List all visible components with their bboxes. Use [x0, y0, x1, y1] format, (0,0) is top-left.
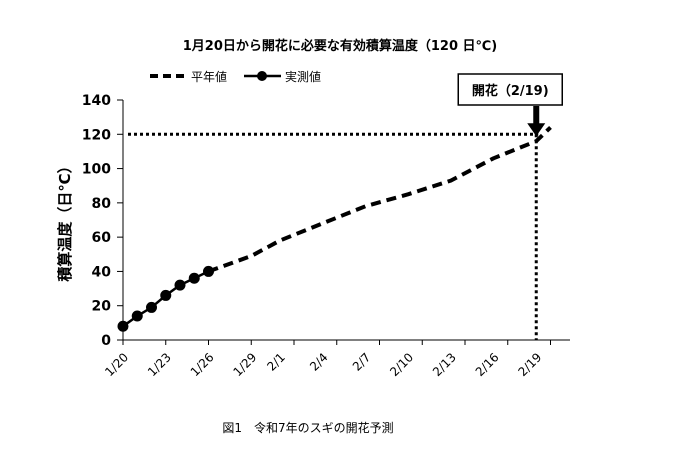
figure-caption: 図1 令和7年のスギの開花予測 — [222, 420, 393, 435]
x-tick-label: 2/13 — [430, 350, 459, 379]
series-point-observed — [146, 301, 157, 313]
x-tick-label: 1/20 — [102, 350, 131, 379]
series-line-normal — [207, 125, 552, 274]
y-tick-label: 60 — [92, 230, 112, 246]
chart-title: 1月20日から開花に必要な有効積算温度（120 日℃) — [183, 38, 497, 54]
annotation-box — [457, 73, 563, 106]
x-tick-label: 1/26 — [188, 350, 217, 379]
y-axis-label: 積算温度（日℃） — [56, 158, 74, 282]
legend: 平年値 実測値 — [150, 69, 321, 84]
x-tick-label: 2/4 — [307, 350, 331, 374]
y-tick-label: 120 — [82, 127, 111, 143]
y-tick-label: 40 — [92, 264, 112, 280]
y-tick-label: 0 — [101, 333, 111, 349]
x-tick-label: 1/29 — [230, 350, 259, 379]
y-tick-label: 20 — [92, 299, 112, 315]
x-tick-label: 2/10 — [387, 350, 416, 379]
series-point-observed — [117, 320, 129, 332]
down-arrow-icon — [527, 106, 546, 137]
x-tick-label: 2/16 — [473, 350, 502, 379]
x-tick-label: 1/23 — [145, 350, 174, 379]
x-tick-label: 2/1 — [264, 350, 288, 374]
series-point-observed — [174, 279, 186, 291]
y-tick-label: 100 — [82, 162, 111, 178]
series-point-observed — [131, 310, 143, 322]
bloom-annotation: 開花（2/19) — [457, 73, 563, 137]
y-tick-label: 80 — [92, 196, 112, 212]
legend-label-observed: 実測値 — [285, 69, 321, 84]
x-tick-label: 2/7 — [350, 350, 374, 374]
series-point-observed — [188, 272, 200, 284]
series-point-observed — [203, 265, 214, 277]
y-tick-label: 140 — [82, 93, 111, 109]
x-ticks: 1/20 1/23 1/26 1/29 2/1 2/4 2/7 2/10 2/13 2/16 2/1… — [102, 340, 551, 379]
series — [117, 125, 552, 332]
y-ticks: 0 20 40 60 80 100 120 140 — [82, 93, 123, 349]
legend-label-normal: 平年値 — [191, 69, 227, 84]
annotation-text: 開花（2/19) — [472, 83, 549, 99]
x-tick-label: 2/19 — [515, 350, 544, 379]
legend-marker-observed — [257, 71, 267, 81]
series-point-observed — [160, 289, 172, 301]
